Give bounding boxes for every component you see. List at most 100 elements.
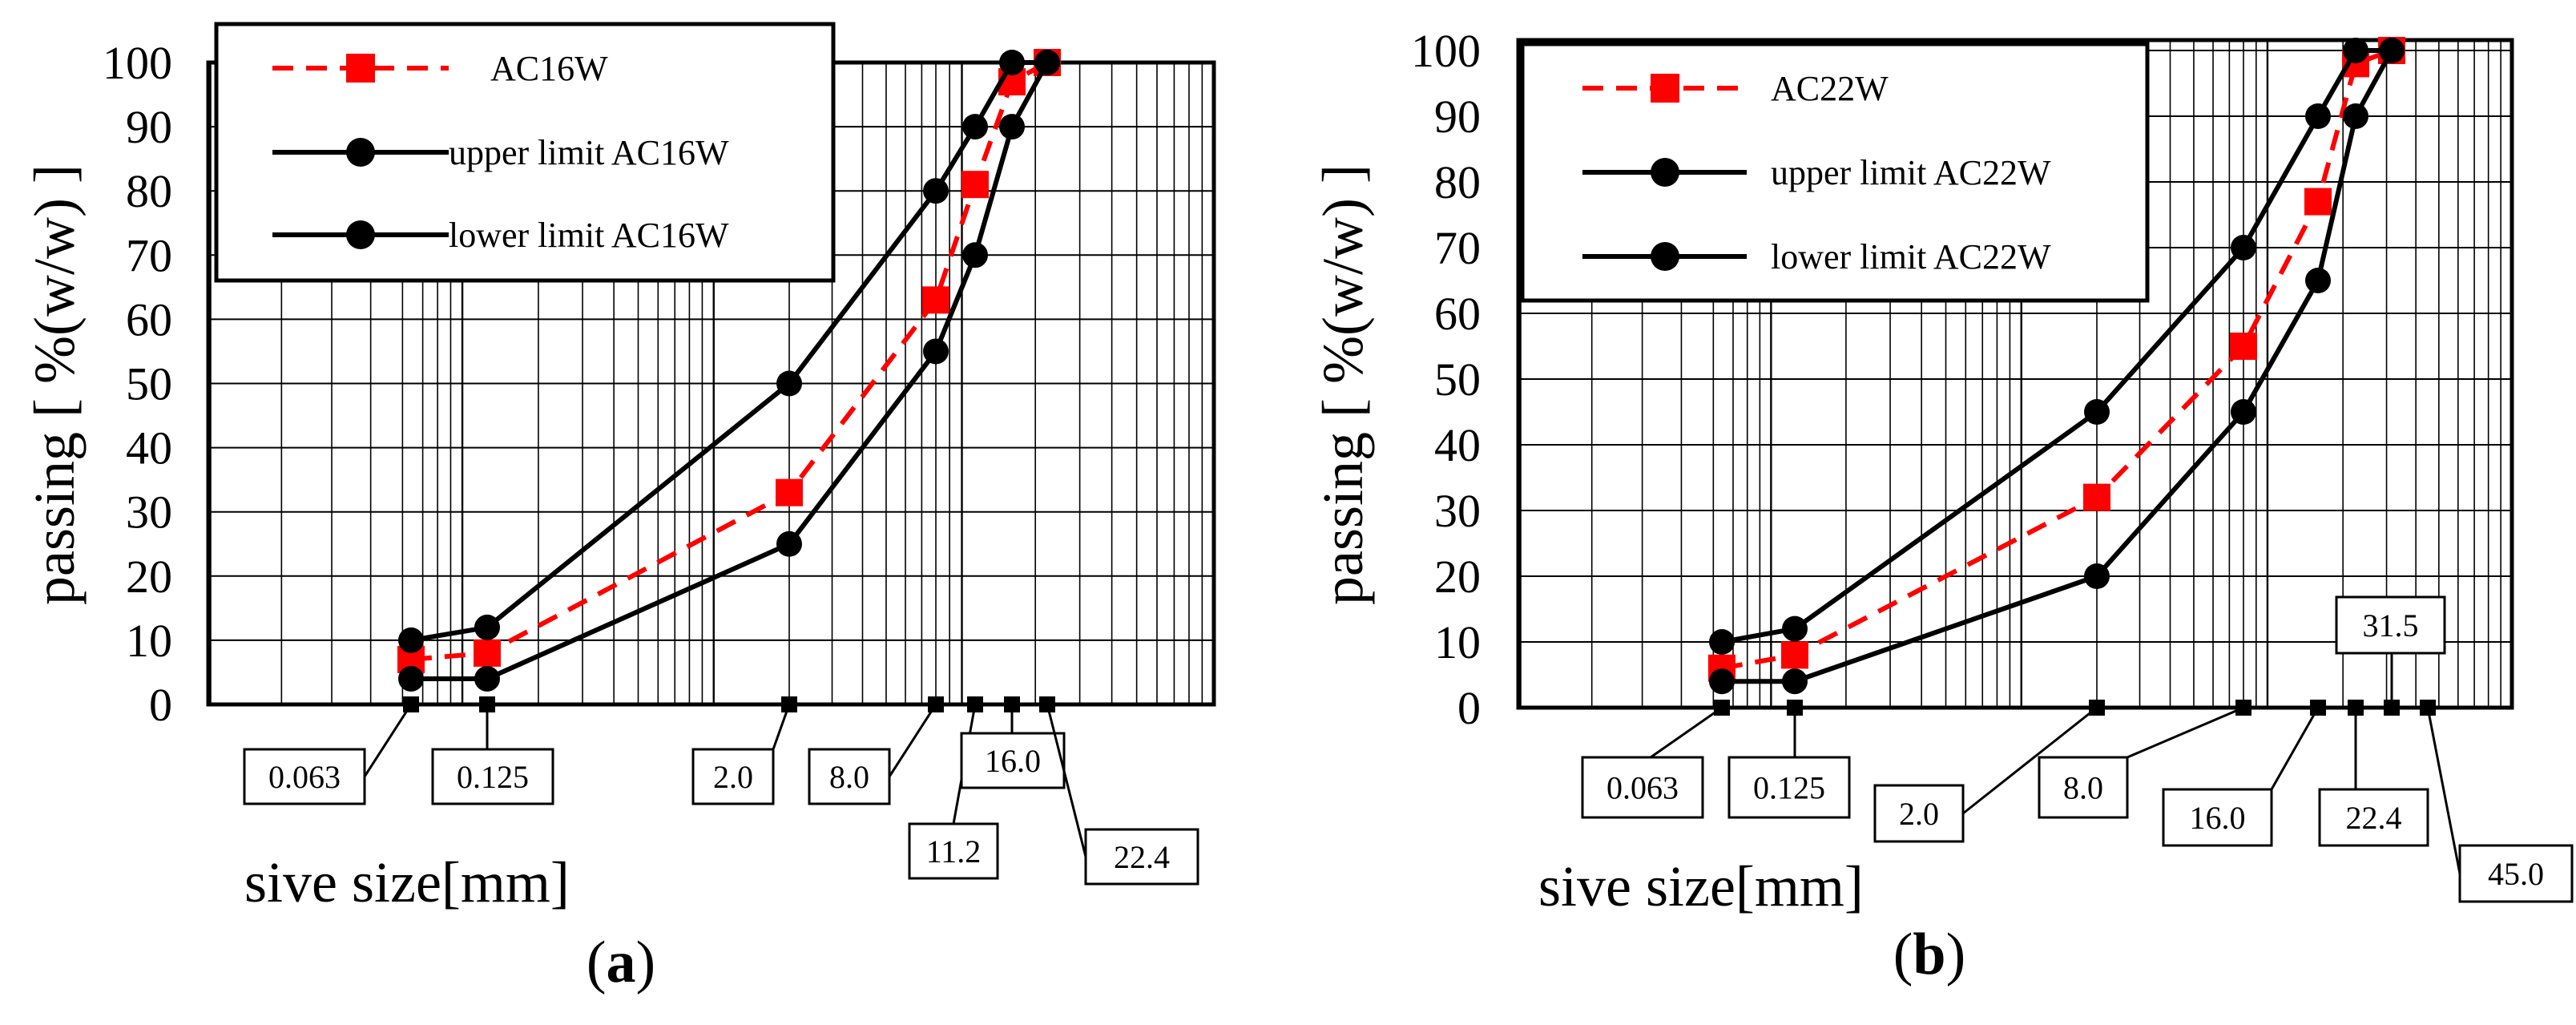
data-point-circle bbox=[923, 178, 949, 204]
callout-box bbox=[1873, 784, 1965, 843]
callout-leader-line bbox=[1962, 706, 2098, 815]
callout-box bbox=[2038, 756, 2129, 819]
data-point-square bbox=[474, 639, 501, 667]
data-point-square bbox=[922, 286, 949, 314]
data-point-square bbox=[776, 478, 803, 506]
data-point-circle bbox=[1709, 629, 1735, 655]
y-tick-label: 40 bbox=[1434, 419, 1481, 471]
callout-box bbox=[960, 732, 1066, 789]
legend-label: AC16W bbox=[490, 49, 608, 88]
data-point-circle bbox=[962, 242, 988, 268]
callout-box bbox=[2318, 788, 2429, 847]
data-point-circle bbox=[2084, 563, 2110, 589]
sieve-size-markers: 0.063 0.125 2.0 8.0 11.2 16.0 22.4 bbox=[243, 696, 1199, 886]
legend: AC16W upper limit AC16W lower limit AC16… bbox=[214, 22, 836, 283]
callout-box bbox=[243, 748, 366, 805]
callout-leader-line bbox=[2270, 707, 2320, 790]
y-tick-label: 80 bbox=[126, 165, 172, 217]
chart-panel-b: 0 10 20 30 40 50 60 70 80 90 100 passing [ %(w/w) … bbox=[1311, 25, 2574, 987]
panel-letter: a bbox=[607, 930, 636, 995]
sieve-size-label: 22.4 bbox=[1114, 839, 1170, 875]
data-point-square bbox=[2304, 188, 2332, 216]
y-tick-label: 70 bbox=[1434, 222, 1481, 274]
sieve-size-label: 2.0 bbox=[713, 759, 753, 795]
legend-label: lower limit AC22W bbox=[1771, 237, 2051, 276]
sieve-size-label: 16.0 bbox=[985, 743, 1041, 779]
data-point-circle bbox=[2343, 38, 2368, 63]
legend-entry-ac22w: AC22W bbox=[1582, 69, 1889, 108]
y-tick-label: 60 bbox=[1434, 288, 1481, 340]
callout-leader-line bbox=[2127, 706, 2244, 759]
data-point-square bbox=[2230, 333, 2257, 360]
panel-label: (b) bbox=[1893, 922, 1965, 987]
series-lower-limit-ac22w bbox=[1709, 38, 2405, 695]
data-point-circle bbox=[474, 665, 500, 692]
legend-label: upper limit AC16W bbox=[449, 133, 729, 172]
y-axis-label: passing [ %(w/w) ] bbox=[1311, 164, 1375, 605]
data-point-circle bbox=[1782, 615, 1808, 642]
callout-leader-line bbox=[363, 704, 413, 777]
y-tick-label: 30 bbox=[126, 486, 172, 539]
x-axis-label: sive size[mm] bbox=[1538, 854, 1864, 918]
y-tick-label: 50 bbox=[1434, 353, 1481, 406]
y-tick-label: 90 bbox=[126, 101, 172, 153]
data-point-circle bbox=[776, 370, 802, 397]
data-point-circle bbox=[2084, 399, 2110, 425]
y-tick-label: 10 bbox=[126, 615, 172, 667]
data-point-circle bbox=[1709, 668, 1735, 695]
y-axis-label: passing [ %(w/w) ] bbox=[22, 164, 87, 605]
legend-entry-upper-limit: upper limit AC22W bbox=[1582, 153, 2051, 192]
series-lower-limit-ac16w bbox=[398, 50, 1060, 692]
data-point-square bbox=[2083, 483, 2110, 511]
data-point-circle bbox=[2343, 103, 2368, 129]
y-tick-label: 50 bbox=[126, 358, 172, 410]
callout-box bbox=[1084, 828, 1199, 886]
data-point-square bbox=[961, 171, 989, 199]
data-point-circle bbox=[398, 665, 424, 692]
y-tick-label: 20 bbox=[1434, 551, 1481, 603]
x-axis-label: sive size[mm] bbox=[244, 850, 570, 914]
y-tick-label: 20 bbox=[126, 551, 172, 603]
legend-entry-upper-limit: upper limit AC16W bbox=[272, 133, 729, 172]
callout-leader-line bbox=[1046, 704, 1087, 858]
callout-box bbox=[2335, 595, 2446, 655]
data-point-circle bbox=[962, 114, 988, 140]
sieve-size-label: 16.0 bbox=[2190, 800, 2246, 836]
data-point-circle bbox=[1034, 50, 1060, 75]
data-point-circle bbox=[999, 114, 1025, 140]
callout-leader-line bbox=[1650, 706, 1723, 759]
legend: AC22W upper limit AC22W lower limit AC22… bbox=[1520, 42, 2150, 303]
callout-box bbox=[2162, 788, 2273, 847]
panel-label: (a) bbox=[587, 930, 655, 995]
legend-label: lower limit AC16W bbox=[449, 216, 729, 255]
callout-box bbox=[808, 748, 891, 805]
y-tick-label: 100 bbox=[103, 37, 172, 89]
sieve-size-label: 2.0 bbox=[1899, 796, 1939, 832]
sieve-size-label: 0.063 bbox=[1606, 770, 1679, 806]
panel-letter: b bbox=[1913, 922, 1945, 987]
data-point-circle bbox=[2305, 103, 2331, 129]
y-tick-label: 0 bbox=[149, 679, 172, 731]
data-point-circle bbox=[1782, 668, 1808, 695]
chart-panel-a: 0 10 20 30 40 50 60 70 80 90 100 passing [ %(w/w) … bbox=[22, 22, 1216, 995]
y-tick-label: 30 bbox=[1434, 485, 1481, 537]
sieve-size-label: 0.125 bbox=[457, 759, 529, 795]
sieve-size-label: 0.063 bbox=[268, 759, 341, 795]
y-tick-label: 60 bbox=[126, 293, 172, 345]
data-point-circle bbox=[999, 50, 1025, 75]
sieve-size-markers: 0.063 0.125 2.0 8.0 16.0 22.4 31.5 45.0 bbox=[1581, 595, 2574, 903]
callout-box bbox=[691, 748, 775, 805]
data-point-circle bbox=[2379, 38, 2405, 63]
y-tick-label: 90 bbox=[1434, 91, 1481, 143]
y-tick-labels: 0 10 20 30 40 50 60 70 80 90 100 bbox=[103, 37, 172, 731]
callout-box bbox=[908, 822, 999, 880]
callout-leader-line bbox=[888, 704, 937, 777]
y-tick-labels: 0 10 20 30 40 50 60 70 80 90 100 bbox=[1411, 25, 1481, 734]
callout-leader-line bbox=[772, 704, 791, 750]
callout-box bbox=[1727, 756, 1851, 819]
sieve-size-label: 45.0 bbox=[2488, 856, 2544, 892]
data-point-circle bbox=[2305, 268, 2331, 293]
data-point-circle bbox=[776, 531, 802, 557]
callout-box bbox=[1581, 756, 1704, 819]
data-point-circle bbox=[2231, 399, 2256, 425]
